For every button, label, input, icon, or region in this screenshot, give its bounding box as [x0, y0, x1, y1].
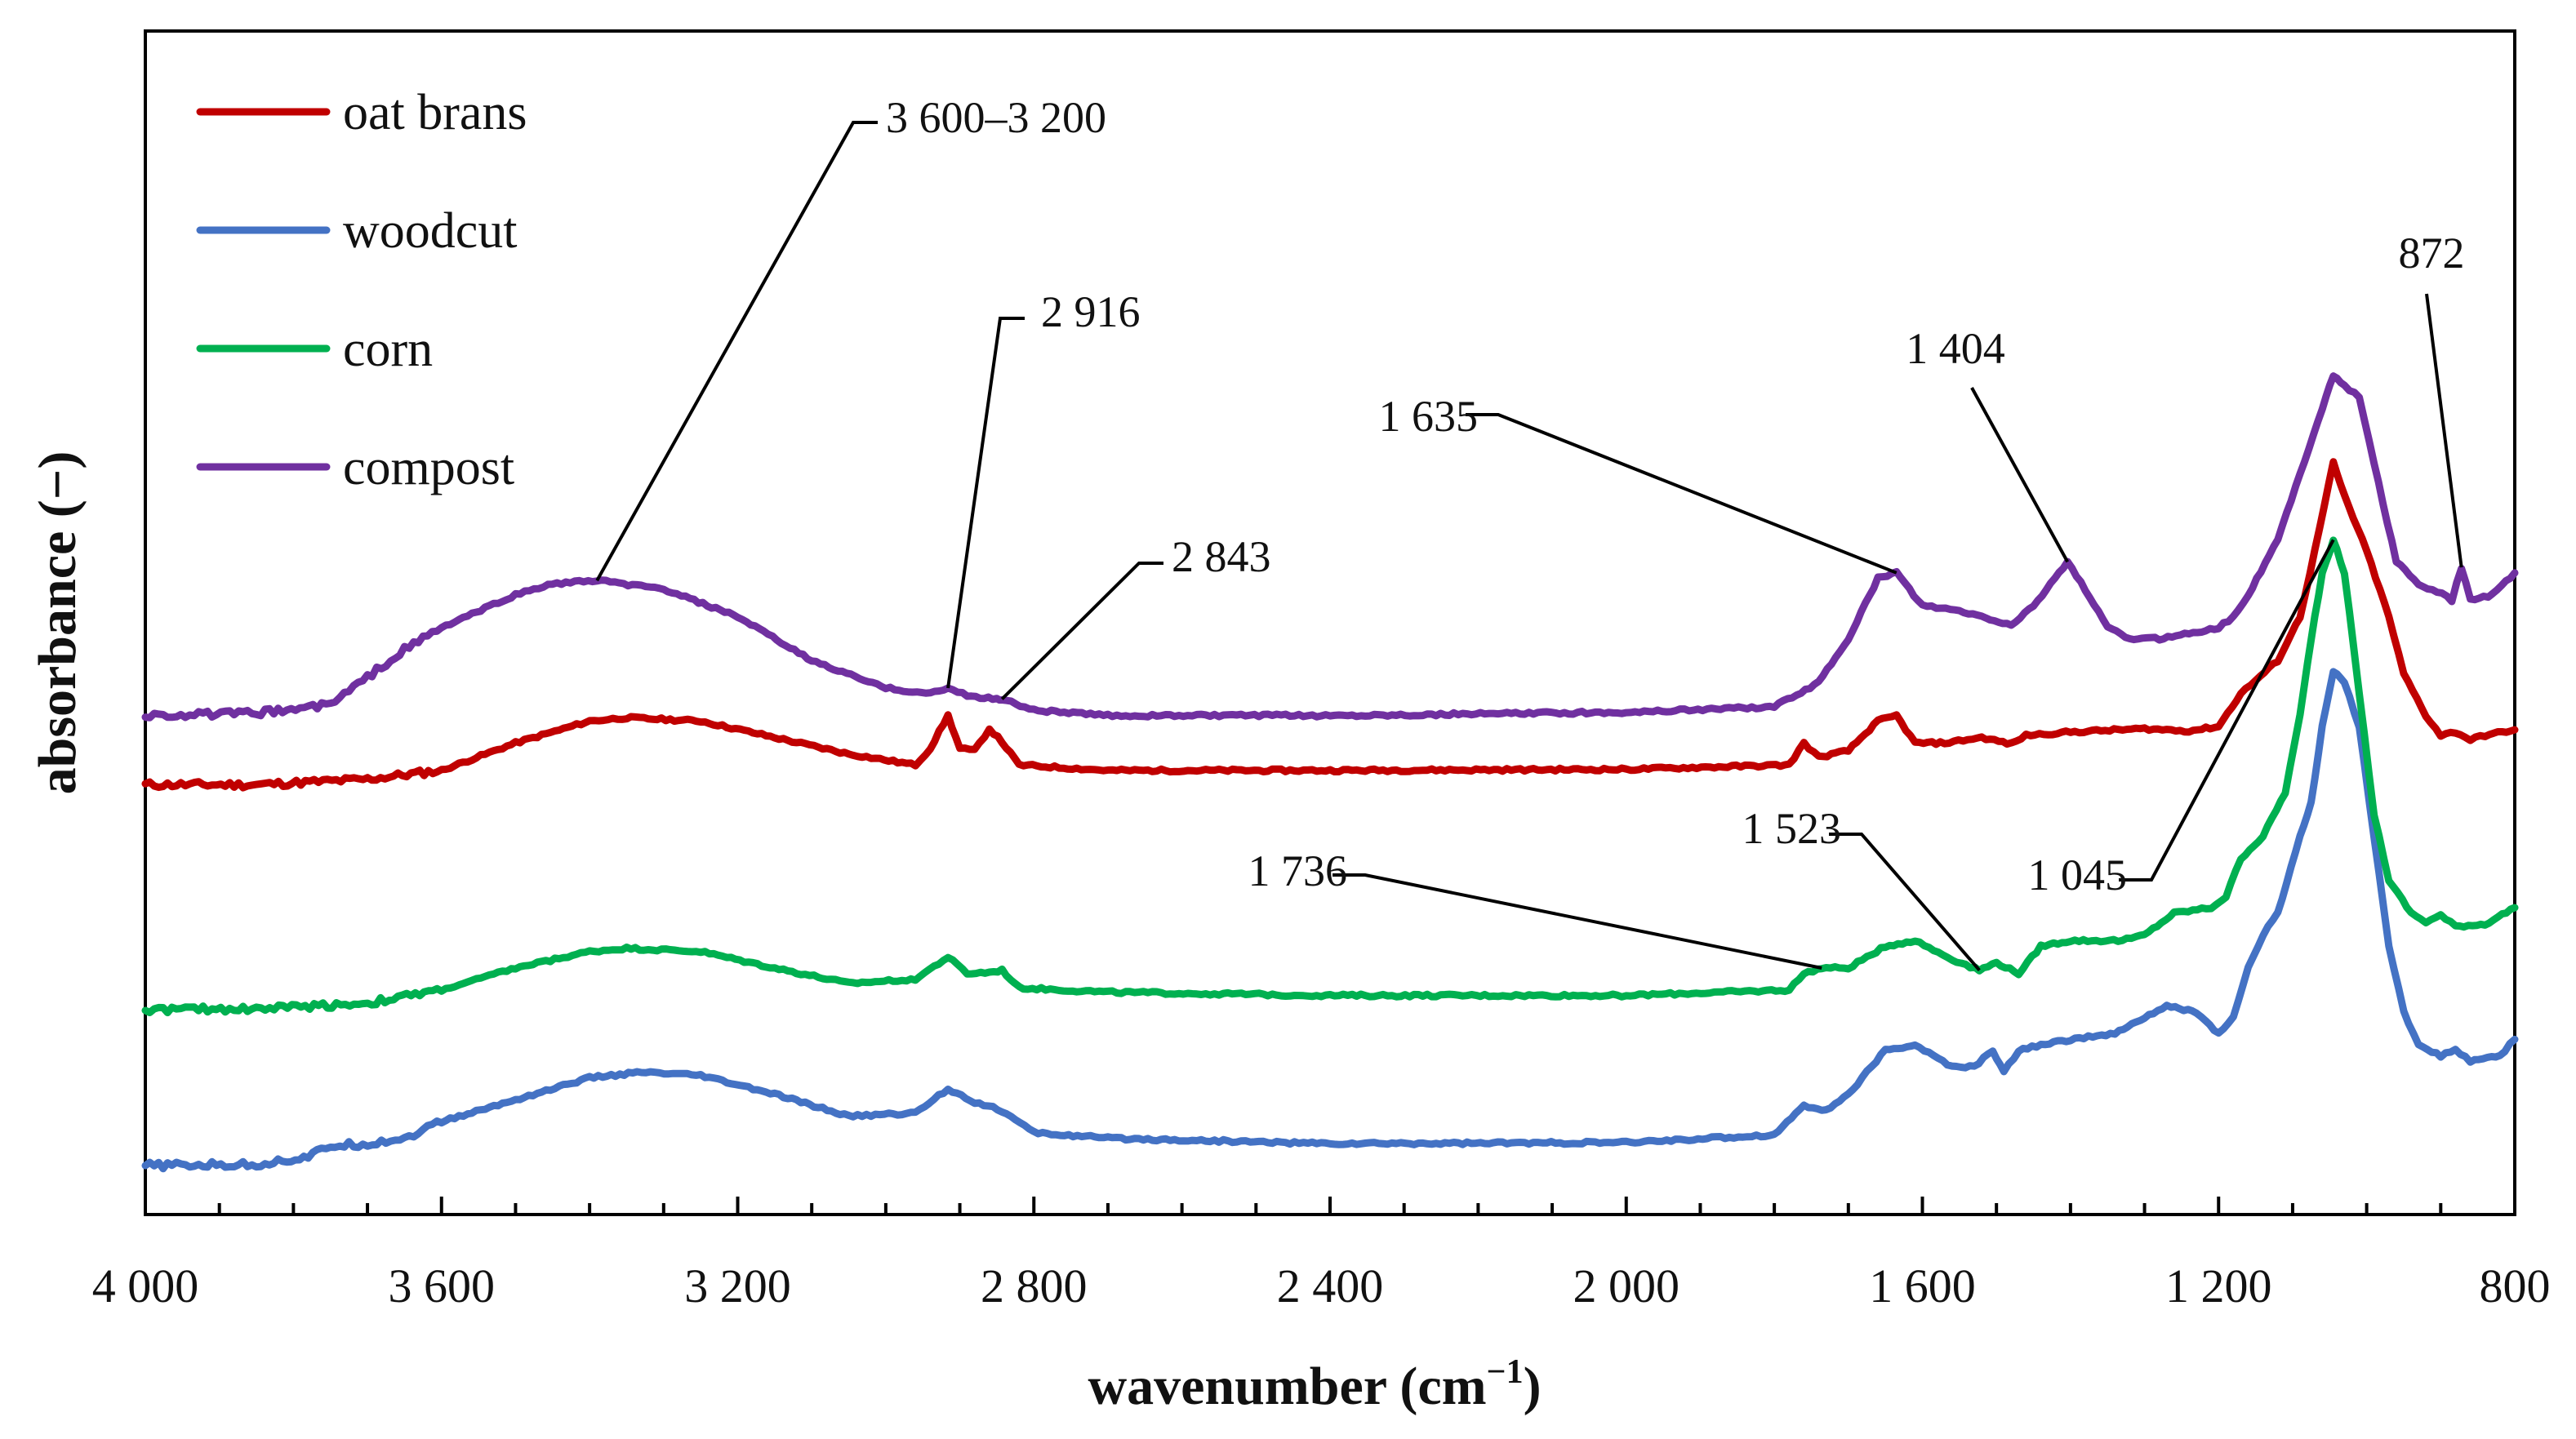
- annotation-label: 1 736: [1248, 846, 1348, 895]
- legend: oat brans woodcut corn compost: [196, 85, 527, 495]
- annotation-label: 1 635: [1379, 392, 1479, 441]
- annotation-label: 1 404: [1906, 324, 2005, 373]
- legend-item: corn: [196, 322, 433, 377]
- annotation-leader-line: [1970, 387, 2070, 563]
- x-axis-ticks: [144, 1197, 2516, 1215]
- legend-label: woodcut: [343, 203, 518, 259]
- annotation-label: 1 045: [2028, 851, 2128, 899]
- x-axis-tick-labels: 4 000 3 600 3 200 2 800 2 400 2 000 1 600 1 200…: [92, 1259, 2551, 1312]
- annotation-leader-line: [1829, 833, 1981, 971]
- annotation-leader-line: [1332, 873, 1822, 970]
- peak-annotation: 1 736: [1248, 846, 1822, 970]
- series-layer: [141, 372, 2519, 1173]
- annotation-label: 3 600–3 200: [886, 93, 1106, 142]
- peak-annotations: 3 600–3 200 2 916 2 843 1 635 1 404 872 1 736 1…: [595, 93, 2465, 971]
- y-axis-title: absorbance (−): [28, 451, 87, 795]
- peak-annotation: 2 916: [946, 287, 1141, 689]
- peak-annotation: 1 045: [2028, 539, 2335, 899]
- peak-annotation: 872: [2399, 229, 2465, 568]
- annotation-leader-line: [1466, 413, 1898, 575]
- x-tick-label: 800: [2480, 1259, 2551, 1312]
- peak-annotation: 1 635: [1379, 392, 1898, 575]
- x-tick-label: 2 800: [981, 1259, 1088, 1312]
- annotation-label: 872: [2399, 229, 2465, 278]
- annotation-label: 1 523: [1742, 804, 1842, 853]
- annotation-label: 2 843: [1172, 532, 1271, 581]
- peak-annotation: 1 404: [1906, 324, 2070, 563]
- series-line-oat-brans: [141, 458, 2519, 792]
- series-line-corn: [141, 536, 2519, 1017]
- series-line-compost: [141, 372, 2519, 722]
- x-tick-label: 3 200: [684, 1259, 791, 1312]
- annotation-leader-line: [1000, 562, 1163, 700]
- annotation-leader-line: [595, 121, 878, 582]
- peak-annotation: 2 843: [1000, 532, 1271, 700]
- peak-annotation: 3 600–3 200: [595, 93, 1106, 582]
- legend-item: oat brans: [196, 85, 527, 140]
- series-line-woodcut: [141, 668, 2519, 1173]
- x-tick-label: 3 600: [389, 1259, 496, 1312]
- x-tick-label: 2 000: [1573, 1259, 1680, 1312]
- annotation-leader-line: [2425, 293, 2463, 568]
- annotation-label: 2 916: [1041, 287, 1141, 336]
- legend-item: compost: [196, 440, 514, 495]
- x-tick-label: 1 200: [2165, 1259, 2272, 1312]
- legend-item: woodcut: [196, 203, 518, 259]
- annotation-leader-line: [2119, 539, 2335, 882]
- legend-label: compost: [343, 440, 514, 495]
- x-tick-label: 4 000: [92, 1259, 199, 1312]
- x-axis-title: wavenumber (cm−1): [1088, 1353, 1541, 1416]
- x-tick-label: 2 400: [1277, 1259, 1384, 1312]
- annotation-leader-line: [946, 317, 1025, 689]
- legend-label: corn: [343, 322, 433, 377]
- x-tick-label: 1 600: [1869, 1259, 1976, 1312]
- legend-label: oat brans: [343, 85, 527, 140]
- peak-annotation: 1 523: [1742, 804, 1981, 971]
